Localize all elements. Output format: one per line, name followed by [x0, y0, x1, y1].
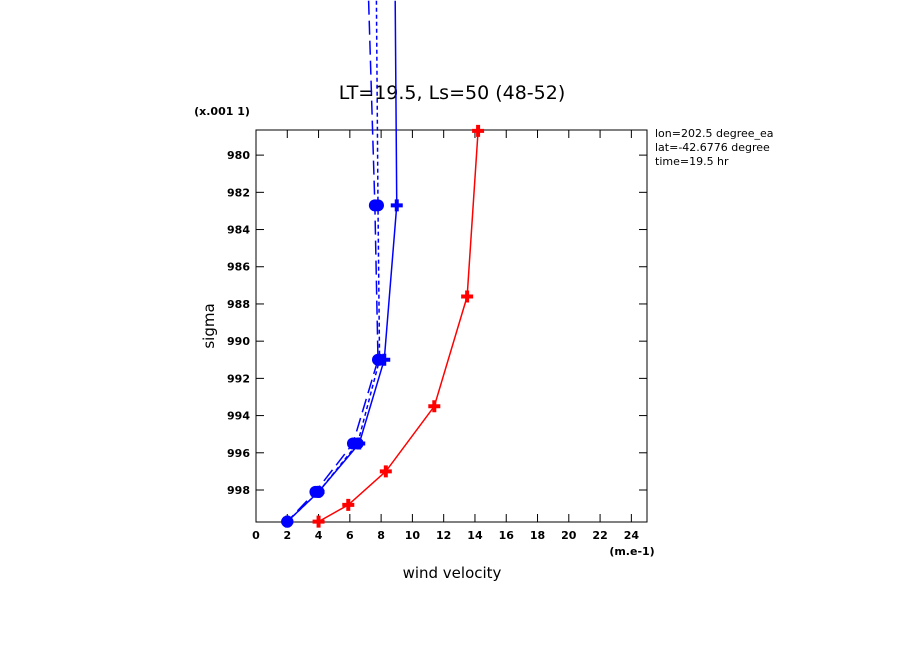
plot-frame — [255, 129, 648, 523]
y-axis-label: sigma — [200, 303, 218, 348]
x-tick-label: 10 — [405, 529, 421, 542]
y-tick-label: 984 — [227, 224, 250, 237]
line — [286, 0, 379, 523]
x-tick-label: 14 — [467, 529, 483, 542]
annotation: lon=202.5 degree_ea — [655, 127, 774, 140]
marker — [281, 515, 294, 528]
x-tick-label: 20 — [561, 529, 577, 542]
x-tick-label: 12 — [436, 529, 451, 542]
marker — [379, 465, 392, 478]
marker — [312, 485, 325, 498]
x-unit: (m.e-1) — [609, 545, 654, 558]
y-tick-label: 982 — [227, 186, 250, 199]
y-tick-label: 988 — [227, 298, 250, 311]
chart-title: LT=19.5, Ls=50 (48-52) — [339, 82, 566, 104]
marker — [373, 353, 386, 366]
annotation: lat=-42.6776 degree — [655, 141, 770, 154]
x-tick-label: 22 — [592, 529, 607, 542]
marker — [312, 515, 325, 528]
y-tick-label: 992 — [227, 372, 250, 385]
y-tick-label: 998 — [227, 484, 250, 497]
x-tick-label: 16 — [499, 529, 515, 542]
y-tick-label: 986 — [227, 261, 250, 274]
x-tick-label: 6 — [346, 529, 354, 542]
marker — [472, 124, 485, 137]
y-unit: (x.001 1) — [194, 105, 250, 118]
line — [318, 130, 479, 523]
marker — [428, 400, 441, 413]
x-axis-label: wind velocity — [403, 564, 502, 582]
marker — [390, 199, 403, 212]
x-tick-label: 4 — [315, 529, 323, 542]
x-tick-label: 18 — [530, 529, 545, 542]
x-tick-label: 0 — [252, 529, 260, 542]
y-tick-label: 996 — [227, 447, 250, 460]
x-tick-label: 24 — [624, 529, 640, 542]
x-tick-label: 2 — [283, 529, 291, 542]
marker — [342, 498, 355, 511]
x-tick-label: 8 — [377, 529, 385, 542]
marker — [351, 437, 364, 450]
marker — [461, 290, 474, 303]
y-tick-label: 990 — [227, 335, 250, 348]
y-tick-label: 994 — [227, 410, 250, 423]
y-tick-label: 980 — [227, 149, 250, 162]
line — [286, 0, 381, 523]
annotation: time=19.5 hr — [655, 155, 729, 168]
marker — [371, 199, 384, 212]
